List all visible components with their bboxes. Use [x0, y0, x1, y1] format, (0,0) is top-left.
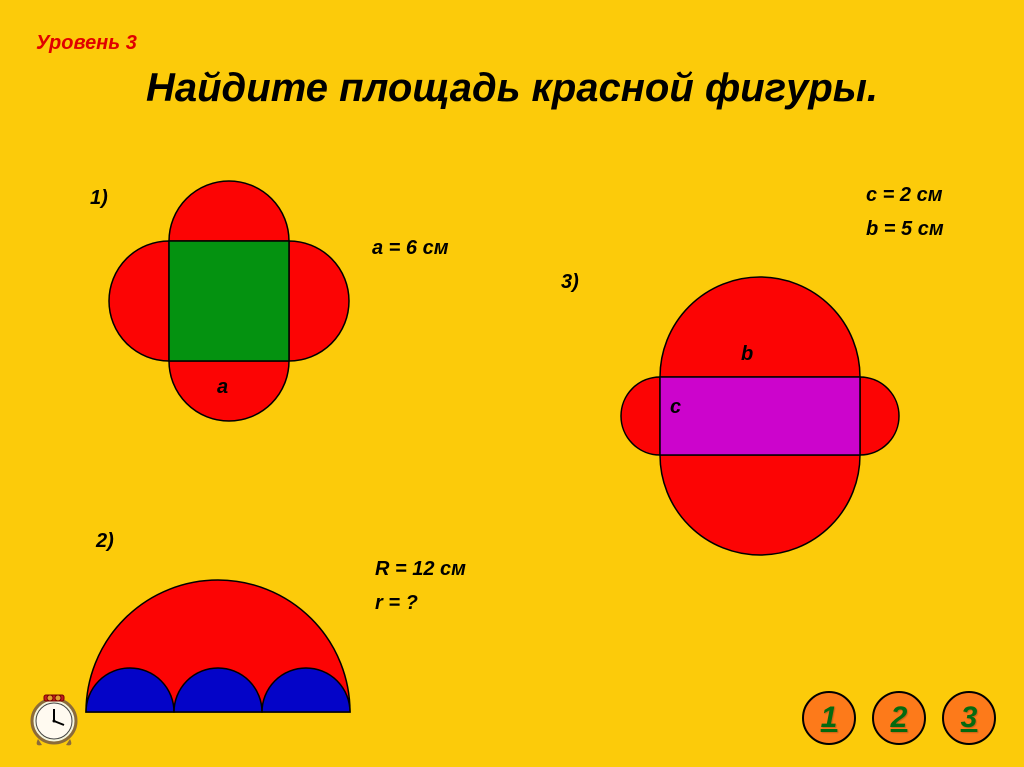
problem-2-label: 2) [96, 530, 114, 553]
page-title: Найдите площадь красной фигуры. [0, 64, 1024, 112]
problem-1-shape [102, 174, 356, 428]
problem-3-label: 3) [561, 271, 579, 294]
problem-2-param-R: R = 12 см [375, 558, 466, 581]
problem-1-param-a: а = 6 см [372, 237, 449, 260]
clock-icon [24, 689, 84, 749]
slide: Уровень 3 Найдите площадь красной фигуры… [0, 0, 1024, 767]
problem-3-var-b: b [741, 343, 753, 366]
nav-button-2[interactable]: 2 [872, 691, 926, 745]
problem-1-var-a: а [217, 376, 228, 399]
problem-2-param-r: r = ? [375, 592, 418, 615]
nav-button-3[interactable]: 3 [942, 691, 996, 745]
nav-buttons: 1 2 3 [802, 691, 996, 745]
problem-3-var-c: с [670, 396, 681, 419]
problem-2-shape [82, 566, 354, 716]
level-label: Уровень 3 [36, 32, 137, 55]
nav-button-1[interactable]: 1 [802, 691, 856, 745]
problem-3-shape [608, 168, 972, 652]
